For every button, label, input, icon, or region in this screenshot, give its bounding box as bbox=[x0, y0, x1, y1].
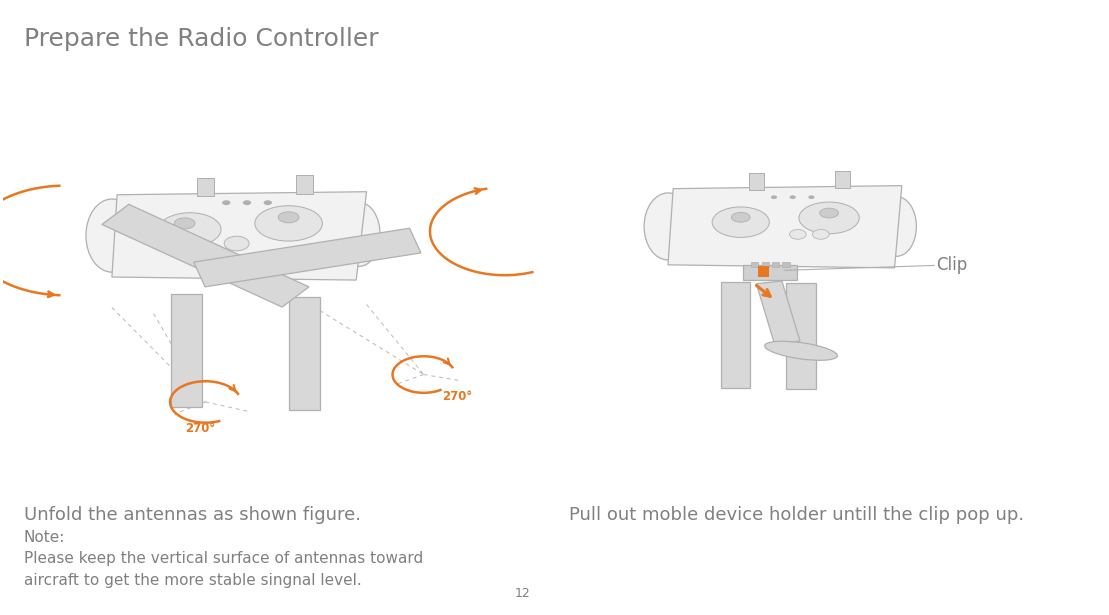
Ellipse shape bbox=[278, 212, 299, 223]
Polygon shape bbox=[759, 266, 769, 277]
Polygon shape bbox=[835, 171, 851, 188]
Polygon shape bbox=[102, 204, 309, 307]
Bar bbox=[772, 262, 780, 267]
Polygon shape bbox=[112, 192, 367, 280]
Bar bbox=[751, 262, 759, 267]
Text: Prepare the Radio Controller: Prepare the Radio Controller bbox=[23, 27, 378, 51]
Ellipse shape bbox=[159, 213, 221, 246]
Ellipse shape bbox=[174, 218, 195, 229]
Text: aircraft to get the more stable singnal level.: aircraft to get the more stable singnal … bbox=[23, 573, 362, 587]
Polygon shape bbox=[197, 178, 214, 196]
Circle shape bbox=[243, 200, 252, 205]
Polygon shape bbox=[786, 283, 815, 389]
Text: 270°: 270° bbox=[185, 423, 215, 435]
Ellipse shape bbox=[731, 212, 750, 222]
Polygon shape bbox=[749, 173, 764, 190]
Circle shape bbox=[224, 236, 250, 251]
Bar bbox=[782, 262, 790, 267]
Text: Please keep the vertical surface of antennas toward: Please keep the vertical surface of ante… bbox=[23, 551, 423, 566]
Ellipse shape bbox=[877, 197, 916, 256]
Polygon shape bbox=[171, 294, 202, 407]
Text: Note:: Note: bbox=[23, 530, 65, 545]
Polygon shape bbox=[668, 186, 902, 268]
Polygon shape bbox=[756, 281, 800, 344]
Ellipse shape bbox=[644, 193, 692, 260]
Polygon shape bbox=[743, 266, 797, 280]
Polygon shape bbox=[194, 228, 421, 287]
Bar bbox=[762, 262, 769, 267]
Ellipse shape bbox=[255, 206, 323, 241]
Ellipse shape bbox=[712, 207, 770, 237]
Circle shape bbox=[808, 196, 814, 199]
Text: 270°: 270° bbox=[441, 390, 472, 403]
Circle shape bbox=[222, 200, 231, 205]
Text: Pull out moble device holder untill the clip pop up.: Pull out moble device holder untill the … bbox=[569, 506, 1025, 523]
Text: Clip: Clip bbox=[936, 256, 967, 274]
Circle shape bbox=[790, 196, 796, 199]
Circle shape bbox=[813, 229, 830, 239]
Text: 12: 12 bbox=[515, 587, 530, 600]
Ellipse shape bbox=[85, 199, 138, 272]
Circle shape bbox=[790, 229, 806, 239]
Circle shape bbox=[771, 196, 777, 199]
Ellipse shape bbox=[765, 341, 837, 360]
Circle shape bbox=[264, 200, 272, 205]
Ellipse shape bbox=[338, 202, 380, 266]
Polygon shape bbox=[296, 175, 313, 194]
Ellipse shape bbox=[798, 202, 859, 234]
Polygon shape bbox=[288, 297, 319, 410]
Polygon shape bbox=[721, 282, 750, 388]
Text: Unfold the antennas as shown figure.: Unfold the antennas as shown figure. bbox=[23, 506, 360, 523]
Ellipse shape bbox=[820, 208, 838, 218]
